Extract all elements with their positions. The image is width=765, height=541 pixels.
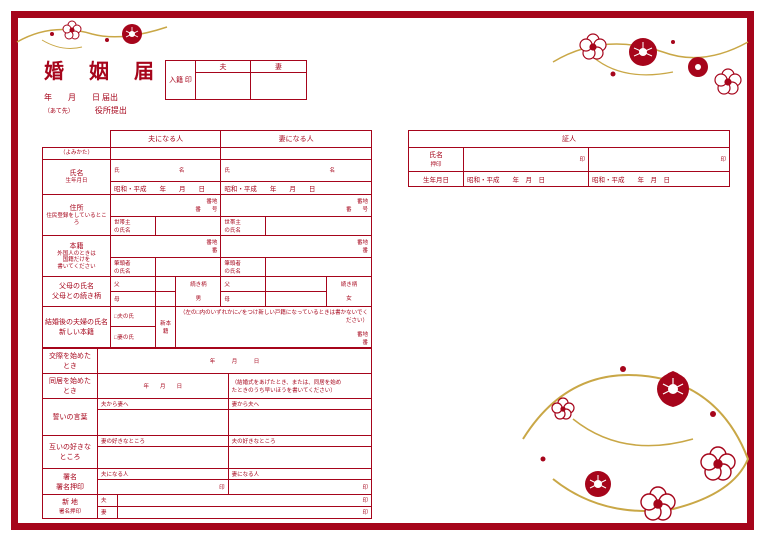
living-label: 同居を始めた とき <box>43 374 98 399</box>
main-form-table: 夫になる人 妻になる人 （よみかた） 氏名生年月日 氏名 氏名 昭和・平成 年 … <box>42 130 372 348</box>
likes-label: 互いの好きな ところ <box>43 436 98 469</box>
witness-name-label: 氏名 <box>429 151 443 159</box>
vow-husband-label: 夫から妻へ <box>98 399 229 410</box>
col-husband: 夫になる人 <box>111 131 221 148</box>
surname-sub-w: 氏 <box>221 159 266 181</box>
like-wife-label: 妻の好きなところ <box>98 436 229 447</box>
surname-sub-h: 氏 <box>111 159 156 181</box>
living-note: （結婚式をあげたとき、または、同居を始め たときのうち早いほうを書いてください） <box>228 374 371 399</box>
honseki-label: 本籍 <box>45 241 108 251</box>
witness-birth-label: 生年月日 <box>409 171 464 186</box>
asen-label: （あて先） <box>44 109 71 115</box>
honseki-sub: 外国人のときは 国籍だけを 書いてください <box>45 251 108 271</box>
birth-label: 生年月日 <box>45 178 108 185</box>
receipt-stamp-box: 入籍 印 夫 妻 <box>165 60 307 100</box>
signature-label: 署名 署名押印 <box>43 469 98 495</box>
yomikata-label: （よみかた） <box>43 148 111 160</box>
given-sub-h: 名 <box>176 159 221 181</box>
husband-surname-check[interactable]: □夫の氏 <box>111 306 156 327</box>
stamp-wife: 妻 <box>251 61 306 73</box>
hittousha-w: 筆頭者 の氏名 <box>221 257 266 276</box>
given-sub-w: 名 <box>327 159 372 181</box>
wife-surname-check[interactable]: □妻の氏 <box>111 327 156 348</box>
witness-table: 証人 氏名押印 印 印 生年月日 昭和・平成 年 月 日 昭和・平成 年 月 日 <box>408 130 730 187</box>
like-husband-label: 夫の好きなところ <box>228 436 371 447</box>
parents-label: 父母の氏名 父母との続き柄 <box>43 276 111 306</box>
submission-date-line: 年 月 日 届出 <box>44 92 164 103</box>
form-title: 婚 姻 届 <box>44 55 164 84</box>
address-label: 住所 <box>45 203 108 213</box>
stamp-husband: 夫 <box>196 61 250 73</box>
address-sub: 住民登録をしているところ <box>45 213 108 226</box>
setainushi-w: 世帯主 の氏名 <box>221 216 266 235</box>
new-name-label: 結婚後の夫婦の氏名 新しい本籍 <box>43 306 111 347</box>
newaddr-label: 新 地 <box>62 498 78 506</box>
secondary-form-table: 交際を始めた とき 年 月 日 同居を始めた とき 年 月 日 （結婚式をあげた… <box>42 348 372 519</box>
witness-title: 証人 <box>409 131 730 148</box>
hittousha-h: 筆頭者 の氏名 <box>111 257 156 276</box>
vows-label: 誓いの言葉 <box>43 399 98 436</box>
col-wife: 妻になる人 <box>221 131 372 148</box>
setainushi-h: 世帯主 の氏名 <box>111 216 156 235</box>
office-line: 役所提出 <box>95 106 127 115</box>
stamp-label: 入籍 印 <box>166 61 196 99</box>
dating-label: 交際を始めた とき <box>43 349 98 374</box>
name-label: 氏名 <box>45 168 108 178</box>
vow-wife-label: 妻から夫へ <box>228 399 371 410</box>
